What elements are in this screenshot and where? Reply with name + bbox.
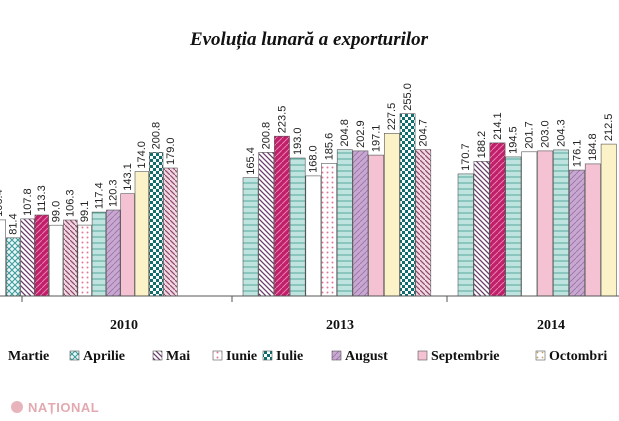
value-label-2010-2: 107.8 <box>22 188 34 216</box>
value-label-2013-11: 204.7 <box>418 119 430 147</box>
bar-2010-3 <box>34 214 49 297</box>
legend-label-2: Mai <box>166 349 190 364</box>
legend-label-6: Septembrie <box>431 349 499 364</box>
chart-title: Evoluția lunară a exporturilor <box>189 29 429 50</box>
value-label-2014-5: 203.0 <box>540 120 552 148</box>
bar-2014-1 <box>473 161 490 297</box>
legend-swatch-2 <box>152 350 163 361</box>
value-label-2010-0: 106.4 <box>0 189 5 217</box>
bar-2010-10 <box>134 171 149 297</box>
legend-label-1: Aprilie <box>83 349 125 364</box>
bar-2013-9 <box>383 133 400 297</box>
value-label-2014-9: 212.5 <box>603 114 615 142</box>
category-label-2010: 2010 <box>110 318 138 333</box>
legend-swatch-3 <box>212 350 223 361</box>
legend-swatch-7 <box>535 350 546 361</box>
watermark-text: NAȚIONAL <box>28 400 99 415</box>
bar-2013-10 <box>399 113 416 297</box>
value-label-2013-4: 168.0 <box>308 145 320 173</box>
value-label-2013-6: 204.8 <box>339 119 351 147</box>
bar-2013-4 <box>305 175 322 297</box>
value-label-2013-9: 227.5 <box>386 103 398 131</box>
value-label-2014-2: 214.1 <box>492 112 504 140</box>
bar-2013-11 <box>415 149 432 297</box>
bar-2014-2 <box>489 142 506 297</box>
value-label-2013-10: 255.0 <box>402 83 414 111</box>
bar-2013-6 <box>336 149 353 297</box>
value-label-2010-7: 117.4 <box>93 182 105 209</box>
value-label-2014-8: 184.8 <box>587 133 599 161</box>
value-label-2013-3: 193.0 <box>292 127 304 155</box>
bar-2010-9 <box>120 193 135 297</box>
bar-2010-12 <box>163 167 178 297</box>
value-label-2010-10: 174.0 <box>136 141 148 169</box>
value-label-2014-1: 188.2 <box>476 131 488 159</box>
bar-2014-8 <box>584 163 601 297</box>
value-label-2013-0: 165.4 <box>245 147 257 175</box>
value-label-2010-5: 106.3 <box>65 189 77 217</box>
value-label-2014-0: 170.7 <box>460 143 472 171</box>
bar-2014-0 <box>457 173 474 297</box>
legend-label-3: Iunie <box>226 349 257 364</box>
bar-2014-4 <box>521 151 538 297</box>
value-label-2013-2: 223.5 <box>276 106 288 134</box>
legend-label-4: Iulie <box>276 349 303 364</box>
bar-2010-8 <box>106 209 121 297</box>
bar-2013-7 <box>352 150 369 297</box>
value-label-2010-3: 113.3 <box>36 185 48 212</box>
bar-2013-1 <box>258 152 275 297</box>
value-label-2010-4: 99.0 <box>50 201 62 222</box>
value-label-2010-1: 81.4 <box>8 213 20 234</box>
bar-2014-5 <box>537 150 554 297</box>
bar-2010-11 <box>149 152 164 297</box>
bar-2010-2 <box>20 218 35 297</box>
value-label-2013-1: 200.8 <box>261 122 273 150</box>
value-label-2010-6: 99.1 <box>79 201 91 222</box>
bar-2014-6 <box>553 149 570 297</box>
value-label-2010-9: 143.1 <box>122 163 134 191</box>
value-label-2013-5: 185.6 <box>323 133 335 161</box>
legend-label-7: Octombri <box>549 349 607 364</box>
legend-label-5: August <box>345 349 388 364</box>
value-label-2014-4: 201.7 <box>524 121 536 149</box>
bar-2010-5 <box>63 219 78 297</box>
legend-swatch-5 <box>331 350 342 361</box>
bar-2013-0 <box>242 177 259 297</box>
value-label-2013-8: 197.1 <box>371 125 383 153</box>
legend: Martie Aprilie Mai Iunie Iulie August Septembr… <box>8 349 607 364</box>
watermark-logo-icon <box>11 401 23 413</box>
legend-swatch-4 <box>262 350 273 361</box>
bar-2010-7 <box>91 211 107 297</box>
category-label-2014: 2014 <box>537 318 565 333</box>
bar-2010-4 <box>48 224 64 297</box>
bar-2014-3 <box>505 156 522 297</box>
value-label-2013-7: 202.9 <box>355 120 367 148</box>
legend-swatch-1 <box>69 350 80 361</box>
legend-swatch-6 <box>417 350 428 361</box>
legend-label-0: Martie <box>8 349 49 364</box>
bars-layer <box>0 113 617 297</box>
bar-2010-0 <box>0 219 6 297</box>
bar-2014-7 <box>568 169 585 297</box>
value-label-2010-11: 200.8 <box>151 122 163 150</box>
category-label-2013: 2013 <box>326 318 354 333</box>
bar-2013-8 <box>368 154 385 297</box>
value-label-2010-8: 120.3 <box>108 179 120 207</box>
bar-2010-1 <box>6 237 21 297</box>
bar-2013-2 <box>274 135 290 297</box>
value-label-2010-12: 179.0 <box>165 137 177 165</box>
bar-2014-9 <box>600 143 617 297</box>
value-label-2014-6: 204.3 <box>555 119 567 147</box>
bar-2013-5 <box>321 163 337 297</box>
bar-2013-3 <box>289 157 306 297</box>
value-label-2014-3: 194.5 <box>508 126 520 154</box>
watermark: NAȚIONAL <box>11 400 99 415</box>
bar-2010-6 <box>77 224 92 297</box>
value-label-2014-7: 176.1 <box>571 140 583 168</box>
